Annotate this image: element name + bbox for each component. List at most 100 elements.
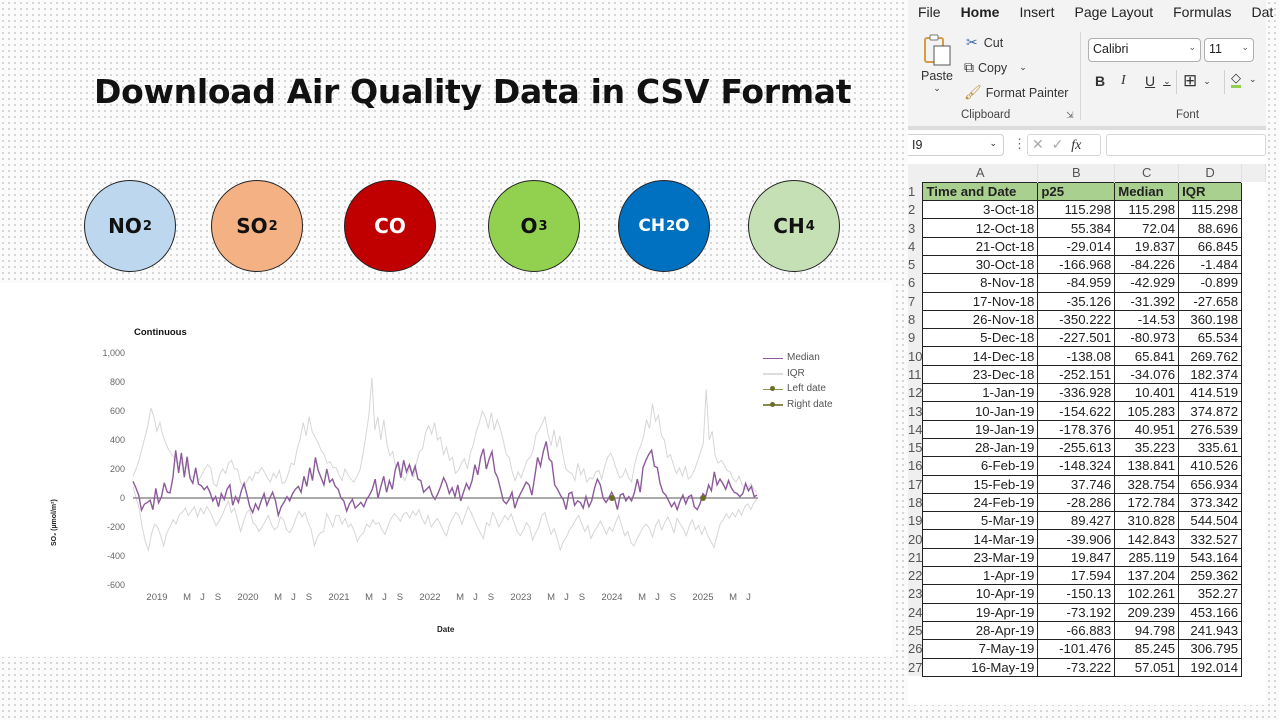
paste-button[interactable]: Paste ⌄ (920, 34, 954, 94)
empty-cell[interactable] (1242, 621, 1266, 639)
cell[interactable]: 241.943 (1178, 620, 1243, 641)
cell[interactable]: 310.828 (1114, 511, 1180, 531)
cell[interactable]: 72.04 (1114, 218, 1180, 238)
enter-icon[interactable]: ✓ (1051, 136, 1064, 152)
font-family-dropdown[interactable]: Calibri ⌄ (1088, 38, 1201, 62)
cell[interactable]: 19.837 (1114, 236, 1180, 256)
cell[interactable]: 410.526 (1178, 456, 1243, 476)
legend-iqr[interactable]: IQR (763, 366, 833, 382)
tab-insert[interactable]: Insert (1019, 4, 1055, 20)
tab-formulas[interactable]: Formulas (1173, 4, 1232, 20)
cell[interactable]: 14-Dec-18 (922, 346, 1039, 366)
cell[interactable]: -166.968 (1037, 254, 1116, 275)
cell[interactable]: 335.61 (1178, 437, 1243, 458)
row-header[interactable]: 4 (908, 237, 923, 256)
copy-button[interactable]: ⧉ Copy ⌄ (964, 59, 1027, 75)
row-header[interactable]: 13 (908, 401, 923, 421)
cell[interactable]: -35.126 (1037, 291, 1116, 311)
cell[interactable]: 19.847 (1037, 547, 1116, 568)
row-header[interactable]: 14 (908, 420, 923, 439)
pollutant-ch4[interactable]: CH 4 (748, 180, 840, 272)
cell[interactable]: 8-Nov-18 (922, 273, 1039, 293)
empty-cell[interactable] (1242, 274, 1266, 292)
underline-button[interactable]: U ⌄ (1145, 73, 1171, 89)
cell[interactable]: 5-Mar-19 (922, 511, 1039, 531)
cell[interactable]: 10-Apr-19 (922, 584, 1039, 604)
cell[interactable]: -73.192 (1037, 602, 1116, 622)
cell[interactable]: 23-Mar-19 (922, 547, 1039, 568)
tab-file[interactable]: File (918, 4, 941, 20)
cell[interactable]: 28-Apr-19 (922, 620, 1039, 641)
row-header[interactable]: 10 (908, 346, 923, 366)
cell[interactable]: 37.746 (1037, 474, 1116, 494)
cell[interactable]: 10-Jan-19 (922, 401, 1039, 421)
row-header[interactable]: 8 (908, 310, 923, 329)
cell[interactable]: 105.283 (1114, 401, 1180, 421)
row-header[interactable]: 11 (908, 365, 923, 384)
column-header-d[interactable]: D (1178, 164, 1243, 183)
cell[interactable]: 285.119 (1114, 547, 1180, 568)
cell[interactable]: 17-Nov-18 (922, 291, 1039, 311)
cell[interactable]: 16-May-19 (922, 657, 1039, 677)
cell[interactable]: 19-Apr-19 (922, 602, 1039, 622)
cell[interactable]: 24-Feb-19 (922, 492, 1039, 513)
cell[interactable]: -14.53 (1114, 309, 1180, 330)
cell[interactable]: -350.222 (1037, 309, 1116, 330)
pollutant-no2[interactable]: NO 2 (84, 180, 176, 272)
cell[interactable]: -34.076 (1114, 364, 1180, 385)
cell[interactable]: 306.795 (1178, 639, 1243, 659)
cell[interactable]: 57.051 (1114, 657, 1180, 677)
cell[interactable]: 23-Dec-18 (922, 364, 1039, 385)
empty-cell[interactable] (1242, 512, 1266, 530)
cell[interactable]: 12-Oct-18 (922, 218, 1039, 238)
row-header[interactable]: 25 (908, 621, 923, 640)
cell[interactable]: 172.784 (1114, 492, 1180, 513)
empty-cell[interactable] (1242, 365, 1266, 383)
cell[interactable]: 192.014 (1178, 657, 1243, 677)
paste-dropdown-icon[interactable]: ⌄ (933, 83, 941, 93)
cell[interactable]: 543.164 (1178, 547, 1243, 568)
cell[interactable]: 115.298 (1178, 200, 1243, 220)
tab-home[interactable]: Home (960, 0, 999, 29)
cell[interactable]: 137.204 (1114, 566, 1180, 586)
cell[interactable]: 88.696 (1178, 218, 1243, 238)
row-header[interactable]: 18 (908, 493, 923, 512)
cell[interactable]: -227.501 (1037, 328, 1116, 348)
cell[interactable]: 3-Oct-18 (922, 200, 1039, 220)
cell[interactable]: 138.841 (1114, 456, 1180, 476)
cell[interactable]: -148.324 (1037, 456, 1116, 476)
cell[interactable]: -150.13 (1037, 584, 1116, 604)
name-box[interactable]: I9 ⌄ (908, 134, 1004, 156)
cell[interactable]: 656.934 (1178, 474, 1243, 494)
insert-function-icon[interactable]: fx (1071, 138, 1082, 153)
tab-page-layout[interactable]: Page Layout (1074, 4, 1154, 20)
row-header[interactable]: 22 (908, 566, 923, 585)
cell[interactable]: 15-Feb-19 (922, 474, 1039, 494)
row-header[interactable]: 6 (908, 273, 923, 293)
row-header[interactable]: 2 (908, 200, 923, 219)
cancel-icon[interactable]: ✕ (1032, 136, 1044, 152)
empty-cell[interactable] (1242, 310, 1266, 328)
cell[interactable]: 182.374 (1178, 364, 1243, 385)
legend-left-date[interactable]: Left date (763, 381, 833, 397)
empty-cell[interactable] (1242, 329, 1266, 347)
cell[interactable]: -101.476 (1037, 639, 1116, 659)
cell[interactable]: 17.594 (1037, 566, 1116, 586)
cell[interactable]: -42.929 (1114, 273, 1180, 293)
empty-cell[interactable] (1242, 438, 1266, 456)
cell[interactable]: 360.198 (1178, 309, 1243, 330)
row-header[interactable]: 27 (908, 658, 923, 677)
header-cell-iqr[interactable]: IQR (1178, 181, 1243, 202)
empty-cell[interactable] (1242, 658, 1266, 676)
cell[interactable]: -1.484 (1178, 254, 1243, 275)
header-cell-p25[interactable]: p25 (1037, 181, 1116, 202)
column-header-b[interactable]: B (1037, 164, 1116, 183)
row-header[interactable]: 9 (908, 328, 923, 347)
cell[interactable]: 269.762 (1178, 346, 1243, 366)
cell[interactable]: -178.376 (1037, 419, 1116, 439)
empty-cell[interactable] (1242, 347, 1266, 365)
italic-button[interactable]: I (1121, 73, 1126, 88)
left-date-marker[interactable] (609, 495, 615, 501)
cell[interactable]: 10.401 (1114, 383, 1180, 403)
